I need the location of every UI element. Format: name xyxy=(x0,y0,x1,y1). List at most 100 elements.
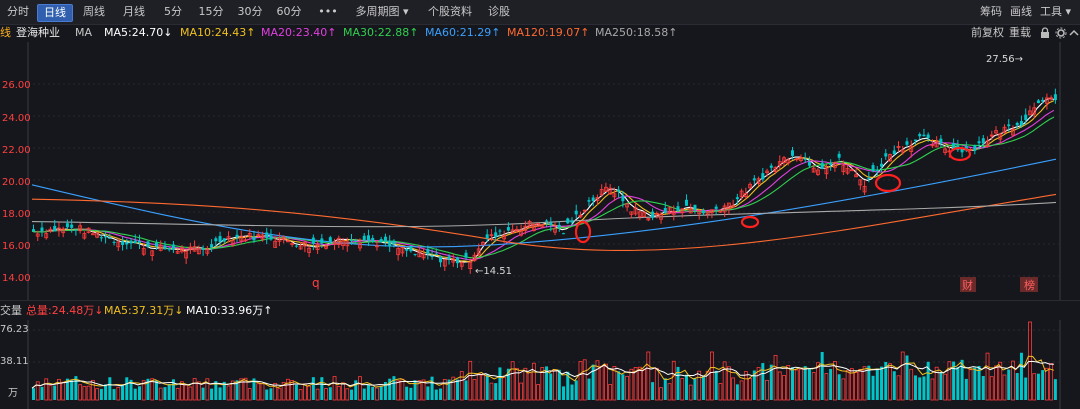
tab-5min[interactable]: 5分 xyxy=(164,5,182,18)
volume-bar xyxy=(32,388,35,400)
candle xyxy=(769,165,773,168)
volume-bar xyxy=(888,363,892,401)
candle xyxy=(633,207,638,215)
candle xyxy=(845,168,850,174)
stock-profile-button[interactable]: 个股资料 xyxy=(428,5,472,18)
overlay-button[interactable]: 重载 xyxy=(1009,26,1031,39)
tab-intraday[interactable]: 分时 xyxy=(7,5,29,18)
candle xyxy=(922,134,926,137)
candle xyxy=(523,225,528,231)
ma-label[interactable]: MA xyxy=(75,26,93,39)
tab-30min[interactable]: 30分 xyxy=(237,5,263,18)
candle xyxy=(909,145,914,152)
adjust-mode[interactable]: 前复权 xyxy=(971,26,1004,39)
candle xyxy=(498,230,502,232)
finance-marker[interactable]: 财 xyxy=(962,278,973,292)
candle xyxy=(743,193,748,198)
candle xyxy=(281,236,286,240)
candle xyxy=(731,205,736,208)
candle xyxy=(1032,107,1037,115)
volume-bar xyxy=(523,367,528,401)
candle xyxy=(163,245,167,250)
volume-bar xyxy=(277,388,282,401)
candle xyxy=(705,211,710,215)
ma120-line xyxy=(31,193,1057,251)
candle xyxy=(324,245,328,249)
candle xyxy=(44,233,49,239)
candle xyxy=(595,197,600,202)
candle xyxy=(1053,94,1057,101)
candle xyxy=(320,238,324,244)
lock-icon[interactable] xyxy=(1039,27,1051,39)
volume-bar xyxy=(905,355,909,400)
chevron-up-icon[interactable] xyxy=(1068,27,1080,39)
candle xyxy=(358,242,362,249)
volume-bar xyxy=(201,387,205,400)
volume-bar xyxy=(680,378,685,401)
volume-bar xyxy=(485,374,489,400)
more-button[interactable]: ••• xyxy=(318,5,338,18)
candle xyxy=(553,228,557,233)
volume-bar xyxy=(1044,367,1049,401)
candle xyxy=(375,245,379,248)
volume-bar xyxy=(150,378,155,401)
volume-chart[interactable]: 76.23 38.11 万 xyxy=(0,320,1080,409)
chips-button[interactable]: 筹码 xyxy=(980,5,1002,18)
volume-bar xyxy=(188,386,193,401)
candle xyxy=(1015,122,1019,126)
volume-bar xyxy=(676,366,680,400)
q-marker[interactable]: q xyxy=(312,276,320,290)
volume-bar xyxy=(952,361,956,400)
candle xyxy=(540,224,545,228)
volume-bar xyxy=(514,367,519,401)
volume-bar xyxy=(587,378,591,400)
candle xyxy=(286,240,290,243)
candle xyxy=(256,234,261,237)
candle xyxy=(824,167,829,175)
tab-60min[interactable]: 60分 xyxy=(276,5,302,18)
volume-bar xyxy=(566,371,570,400)
volume-bar xyxy=(256,383,261,401)
highlight-circle xyxy=(740,215,760,229)
tab-weekly[interactable]: 周线 xyxy=(83,5,105,18)
diagnose-button[interactable]: 诊股 xyxy=(488,5,510,18)
volume-bar xyxy=(693,378,697,400)
volume-bar xyxy=(472,379,477,401)
volume-bar xyxy=(252,378,256,400)
rank-marker[interactable]: 榜 xyxy=(1024,278,1035,292)
volume-bar xyxy=(336,386,341,401)
settings-icon[interactable] xyxy=(1055,27,1067,39)
price-tick-20: 20.00 xyxy=(2,177,31,188)
volume-bar xyxy=(947,361,952,401)
volume-bar xyxy=(748,378,752,401)
candle xyxy=(697,210,702,215)
volume-bar xyxy=(803,366,807,400)
volume-bar xyxy=(104,384,108,400)
volume-bar xyxy=(1032,373,1037,401)
tab-15min[interactable]: 15分 xyxy=(198,5,224,18)
volume-bar xyxy=(341,382,345,401)
tab-monthly[interactable]: 月线 xyxy=(123,5,145,18)
candle xyxy=(913,139,917,141)
tools-dropdown[interactable]: 工具 ▾ xyxy=(1040,5,1072,18)
candle xyxy=(617,189,621,192)
candle xyxy=(426,248,430,255)
volume-total: 总量:24.48万↓ xyxy=(26,304,104,317)
volume-bar xyxy=(595,360,600,401)
volume-bar xyxy=(671,360,676,401)
candle xyxy=(671,211,676,215)
volume-bar xyxy=(807,368,811,400)
candle xyxy=(875,169,879,171)
tab-daily[interactable]: 日线 xyxy=(37,4,73,22)
candle xyxy=(230,240,235,246)
draw-line-button[interactable]: 画线 xyxy=(1010,5,1032,18)
candle xyxy=(799,157,803,162)
multi-period-dropdown[interactable]: 多周期图 ▾ xyxy=(355,5,409,18)
candlestick-chart[interactable]: 26.00 24.00 22.00 20.00 18.00 16.00 14.0… xyxy=(0,42,1080,300)
candle xyxy=(273,240,278,248)
candle xyxy=(599,189,604,196)
volume-bar xyxy=(684,374,688,400)
candle xyxy=(392,240,396,245)
candle xyxy=(837,153,841,158)
rank-marker-bg xyxy=(1020,277,1038,292)
